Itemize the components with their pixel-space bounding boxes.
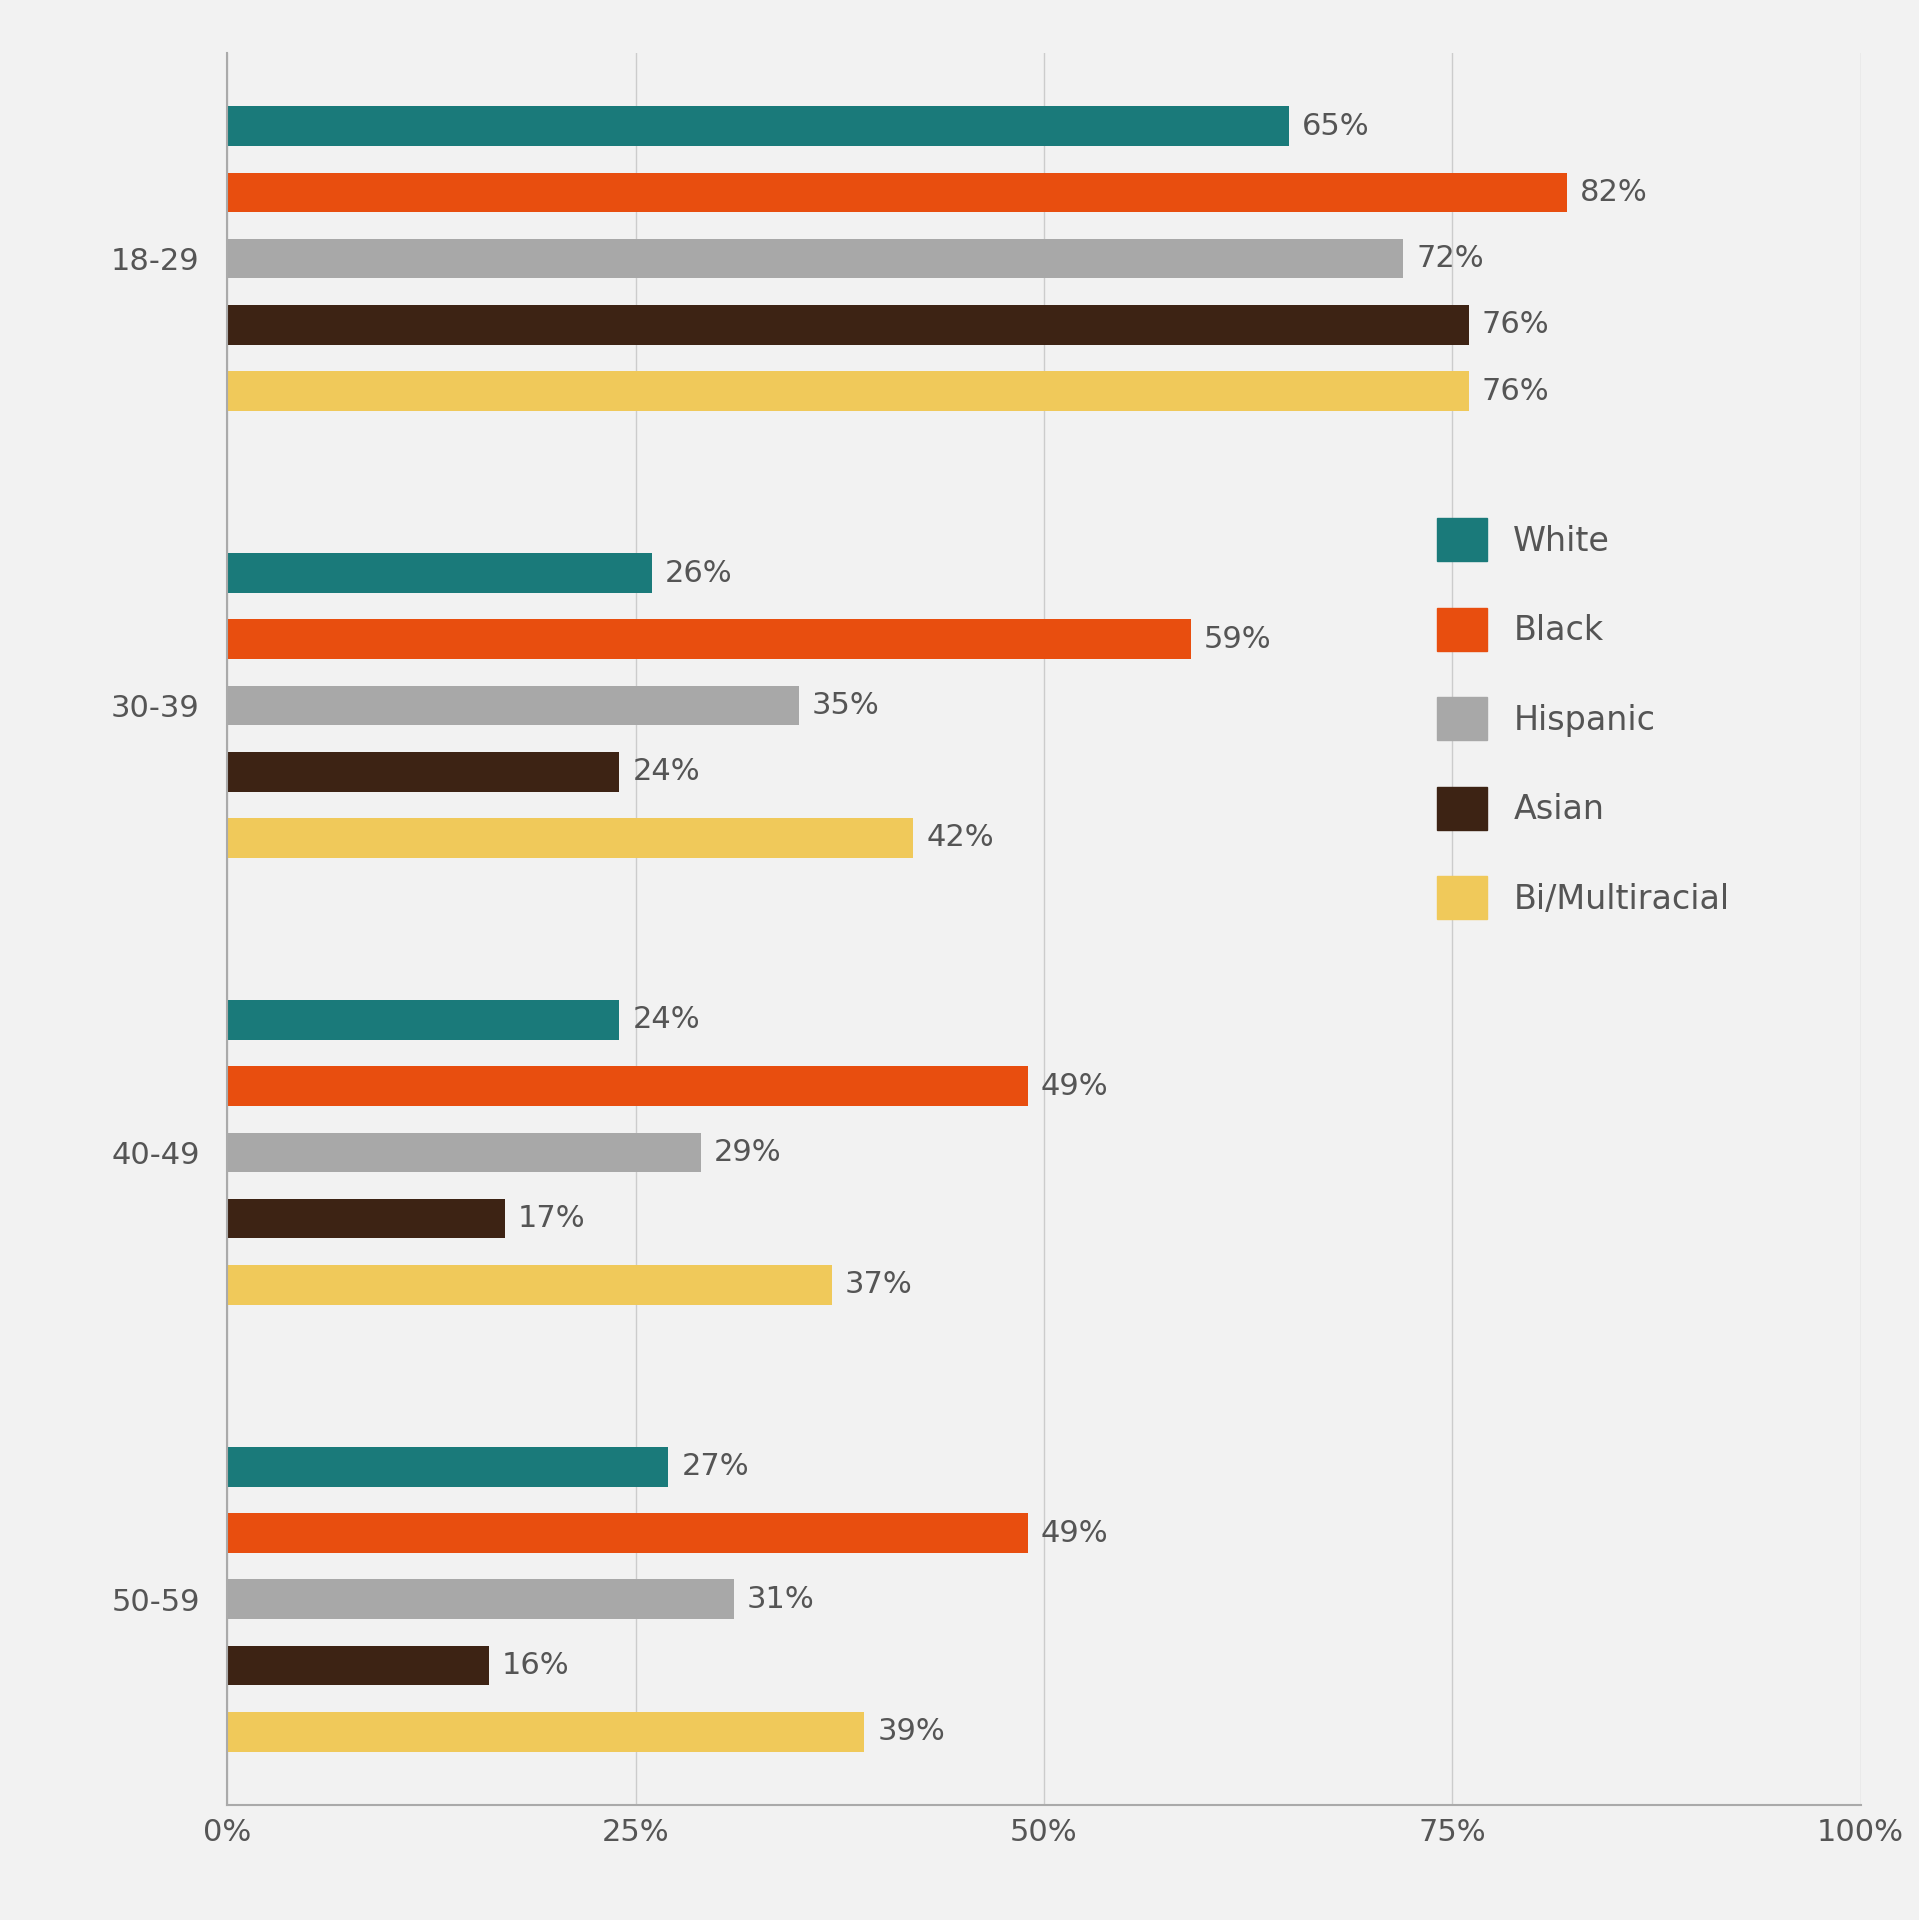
Bar <box>228 173 1566 213</box>
Bar <box>228 1000 620 1041</box>
Bar <box>228 553 652 593</box>
Text: 76%: 76% <box>1481 311 1549 340</box>
Text: 65%: 65% <box>1301 111 1370 140</box>
Text: 42%: 42% <box>927 824 994 852</box>
Bar <box>228 106 1290 146</box>
Legend: White, Black, Hispanic, Asian, Bi/Multiracial: White, Black, Hispanic, Asian, Bi/Multir… <box>1420 501 1746 935</box>
Text: 27%: 27% <box>681 1452 748 1482</box>
Text: 82%: 82% <box>1579 179 1647 207</box>
Text: 76%: 76% <box>1481 376 1549 405</box>
Bar <box>228 1265 831 1306</box>
Text: 59%: 59% <box>1203 624 1272 655</box>
Text: 49%: 49% <box>1040 1071 1109 1100</box>
Bar <box>228 1448 668 1486</box>
Bar <box>228 1713 864 1751</box>
Bar <box>228 305 1468 346</box>
Text: 35%: 35% <box>812 691 879 720</box>
Bar <box>228 238 1403 278</box>
Bar <box>228 371 1468 411</box>
Bar <box>228 685 798 726</box>
Text: 29%: 29% <box>714 1139 781 1167</box>
Text: 49%: 49% <box>1040 1519 1109 1548</box>
Bar <box>228 1066 1029 1106</box>
Bar <box>228 1513 1029 1553</box>
Bar <box>228 753 620 791</box>
Text: 72%: 72% <box>1416 244 1483 273</box>
Text: 17%: 17% <box>518 1204 585 1233</box>
Text: 39%: 39% <box>877 1716 946 1745</box>
Bar <box>228 1645 489 1686</box>
Bar <box>228 818 913 858</box>
Text: 31%: 31% <box>746 1584 814 1615</box>
Bar <box>228 1580 733 1619</box>
Bar <box>228 1198 505 1238</box>
Text: 24%: 24% <box>633 1006 700 1035</box>
Bar <box>228 620 1192 659</box>
Text: 16%: 16% <box>503 1651 570 1680</box>
Text: 26%: 26% <box>666 559 733 588</box>
Bar <box>228 1133 700 1173</box>
Text: 24%: 24% <box>633 756 700 785</box>
Text: 37%: 37% <box>844 1271 913 1300</box>
